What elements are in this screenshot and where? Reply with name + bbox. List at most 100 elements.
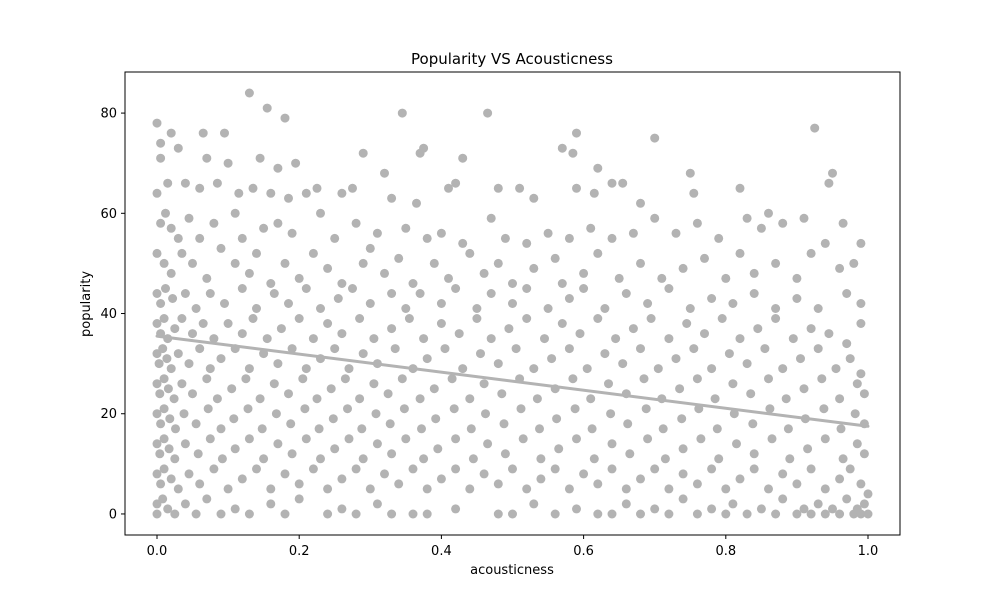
data-point-289: [202, 374, 212, 384]
y-tick-label-0: 0: [109, 507, 117, 522]
data-point-355: [449, 404, 459, 414]
data-point-271: [689, 344, 699, 354]
data-point-445: [337, 474, 347, 484]
data-point-307: [465, 394, 475, 404]
data-point-79: [458, 238, 468, 248]
data-point-509: [572, 504, 581, 514]
data-point-37: [248, 183, 258, 193]
data-point-386: [193, 449, 203, 459]
data-point-281: [856, 369, 866, 379]
data-point-357: [481, 409, 490, 419]
data-point-397: [344, 434, 354, 444]
data-point-128: [579, 268, 589, 278]
data-point-168: [522, 284, 532, 293]
data-point-435: [195, 479, 205, 489]
data-point-426: [838, 454, 848, 464]
data-point-489: [191, 509, 201, 519]
data-point-252: [358, 349, 368, 359]
data-point-378: [850, 409, 860, 419]
data-point-11: [572, 128, 581, 138]
data-point-254: [390, 344, 400, 354]
chart-title: Popularity VS Acousticness: [411, 50, 613, 68]
data-point-465: [621, 484, 631, 494]
y-tick-label-1: 20: [100, 407, 117, 422]
data-point-285: [163, 384, 173, 394]
data-point-60: [156, 218, 166, 228]
data-point-359: [516, 404, 526, 414]
data-point-218: [611, 334, 621, 344]
data-point-309: [497, 389, 507, 399]
data-point-144: [156, 299, 166, 308]
data-point-521: [742, 509, 752, 519]
data-point-99: [159, 258, 169, 268]
data-point-172: [600, 304, 610, 313]
data-point-503: [422, 509, 432, 519]
data-point-239: [184, 359, 194, 369]
data-point-411: [572, 434, 581, 444]
data-point-222: [682, 319, 692, 328]
data-point-308: [479, 379, 489, 389]
data-point-275: [760, 344, 770, 354]
data-point-96: [820, 238, 830, 248]
data-point-226: [753, 324, 763, 334]
data-point-508: [550, 509, 560, 519]
data-point-185: [152, 319, 162, 328]
data-point-446: [351, 464, 361, 474]
data-point-303: [397, 374, 407, 384]
data-point-399: [372, 439, 382, 449]
data-point-392: [273, 439, 283, 449]
data-point-247: [287, 344, 297, 354]
data-point-522: [756, 504, 766, 514]
data-point-135: [721, 273, 731, 283]
data-point-490: [202, 494, 212, 504]
data-point-183: [842, 289, 852, 298]
data-point-338: [203, 404, 213, 414]
data-point-526: [799, 504, 809, 514]
data-point-189: [170, 324, 180, 334]
data-point-176: [685, 304, 695, 313]
data-point-277: [796, 354, 805, 364]
data-point-54: [618, 178, 628, 188]
data-point-65: [195, 233, 205, 243]
data-point-276: [778, 364, 788, 374]
data-point-431: [159, 464, 169, 474]
data-point-462: [579, 469, 589, 479]
data-point-227: [771, 314, 781, 323]
data-point-17: [255, 153, 265, 163]
data-point-64: [184, 213, 194, 223]
data-point-89: [671, 228, 681, 238]
data-point-112: [323, 263, 333, 273]
data-point-230: [824, 329, 834, 339]
data-point-486: [163, 504, 173, 514]
x-tick-label-2: 0.4: [431, 544, 452, 559]
data-point-216: [575, 329, 585, 339]
plot-frame: [124, 71, 901, 536]
data-point-334: [165, 414, 175, 424]
data-point-322: [728, 379, 738, 389]
data-point-333: [159, 404, 169, 414]
data-point-125: [529, 263, 539, 273]
data-point-403: [433, 444, 443, 454]
data-point-150: [220, 299, 229, 308]
data-point-417: [678, 444, 688, 454]
data-point-59: [838, 218, 848, 228]
data-point-263: [547, 354, 557, 364]
data-point-341: [243, 404, 253, 414]
data-point-18: [273, 163, 283, 173]
data-point-454: [465, 484, 475, 494]
data-point-420: [732, 439, 741, 449]
data-point-424: [803, 444, 813, 454]
data-point-110: [294, 273, 304, 283]
data-point-238: [173, 349, 183, 359]
data-point-34: [195, 183, 205, 193]
data-point-278: [813, 344, 823, 354]
data-point-43: [348, 183, 357, 193]
data-point-429: [152, 469, 162, 479]
y-axis-label: popularity: [79, 271, 94, 337]
data-point-335: [171, 424, 180, 434]
data-point-140: [806, 248, 816, 258]
data-point-477: [792, 479, 802, 489]
data-point-401: [401, 434, 411, 444]
data-point-438: [237, 474, 247, 484]
data-point-320: [692, 374, 702, 384]
